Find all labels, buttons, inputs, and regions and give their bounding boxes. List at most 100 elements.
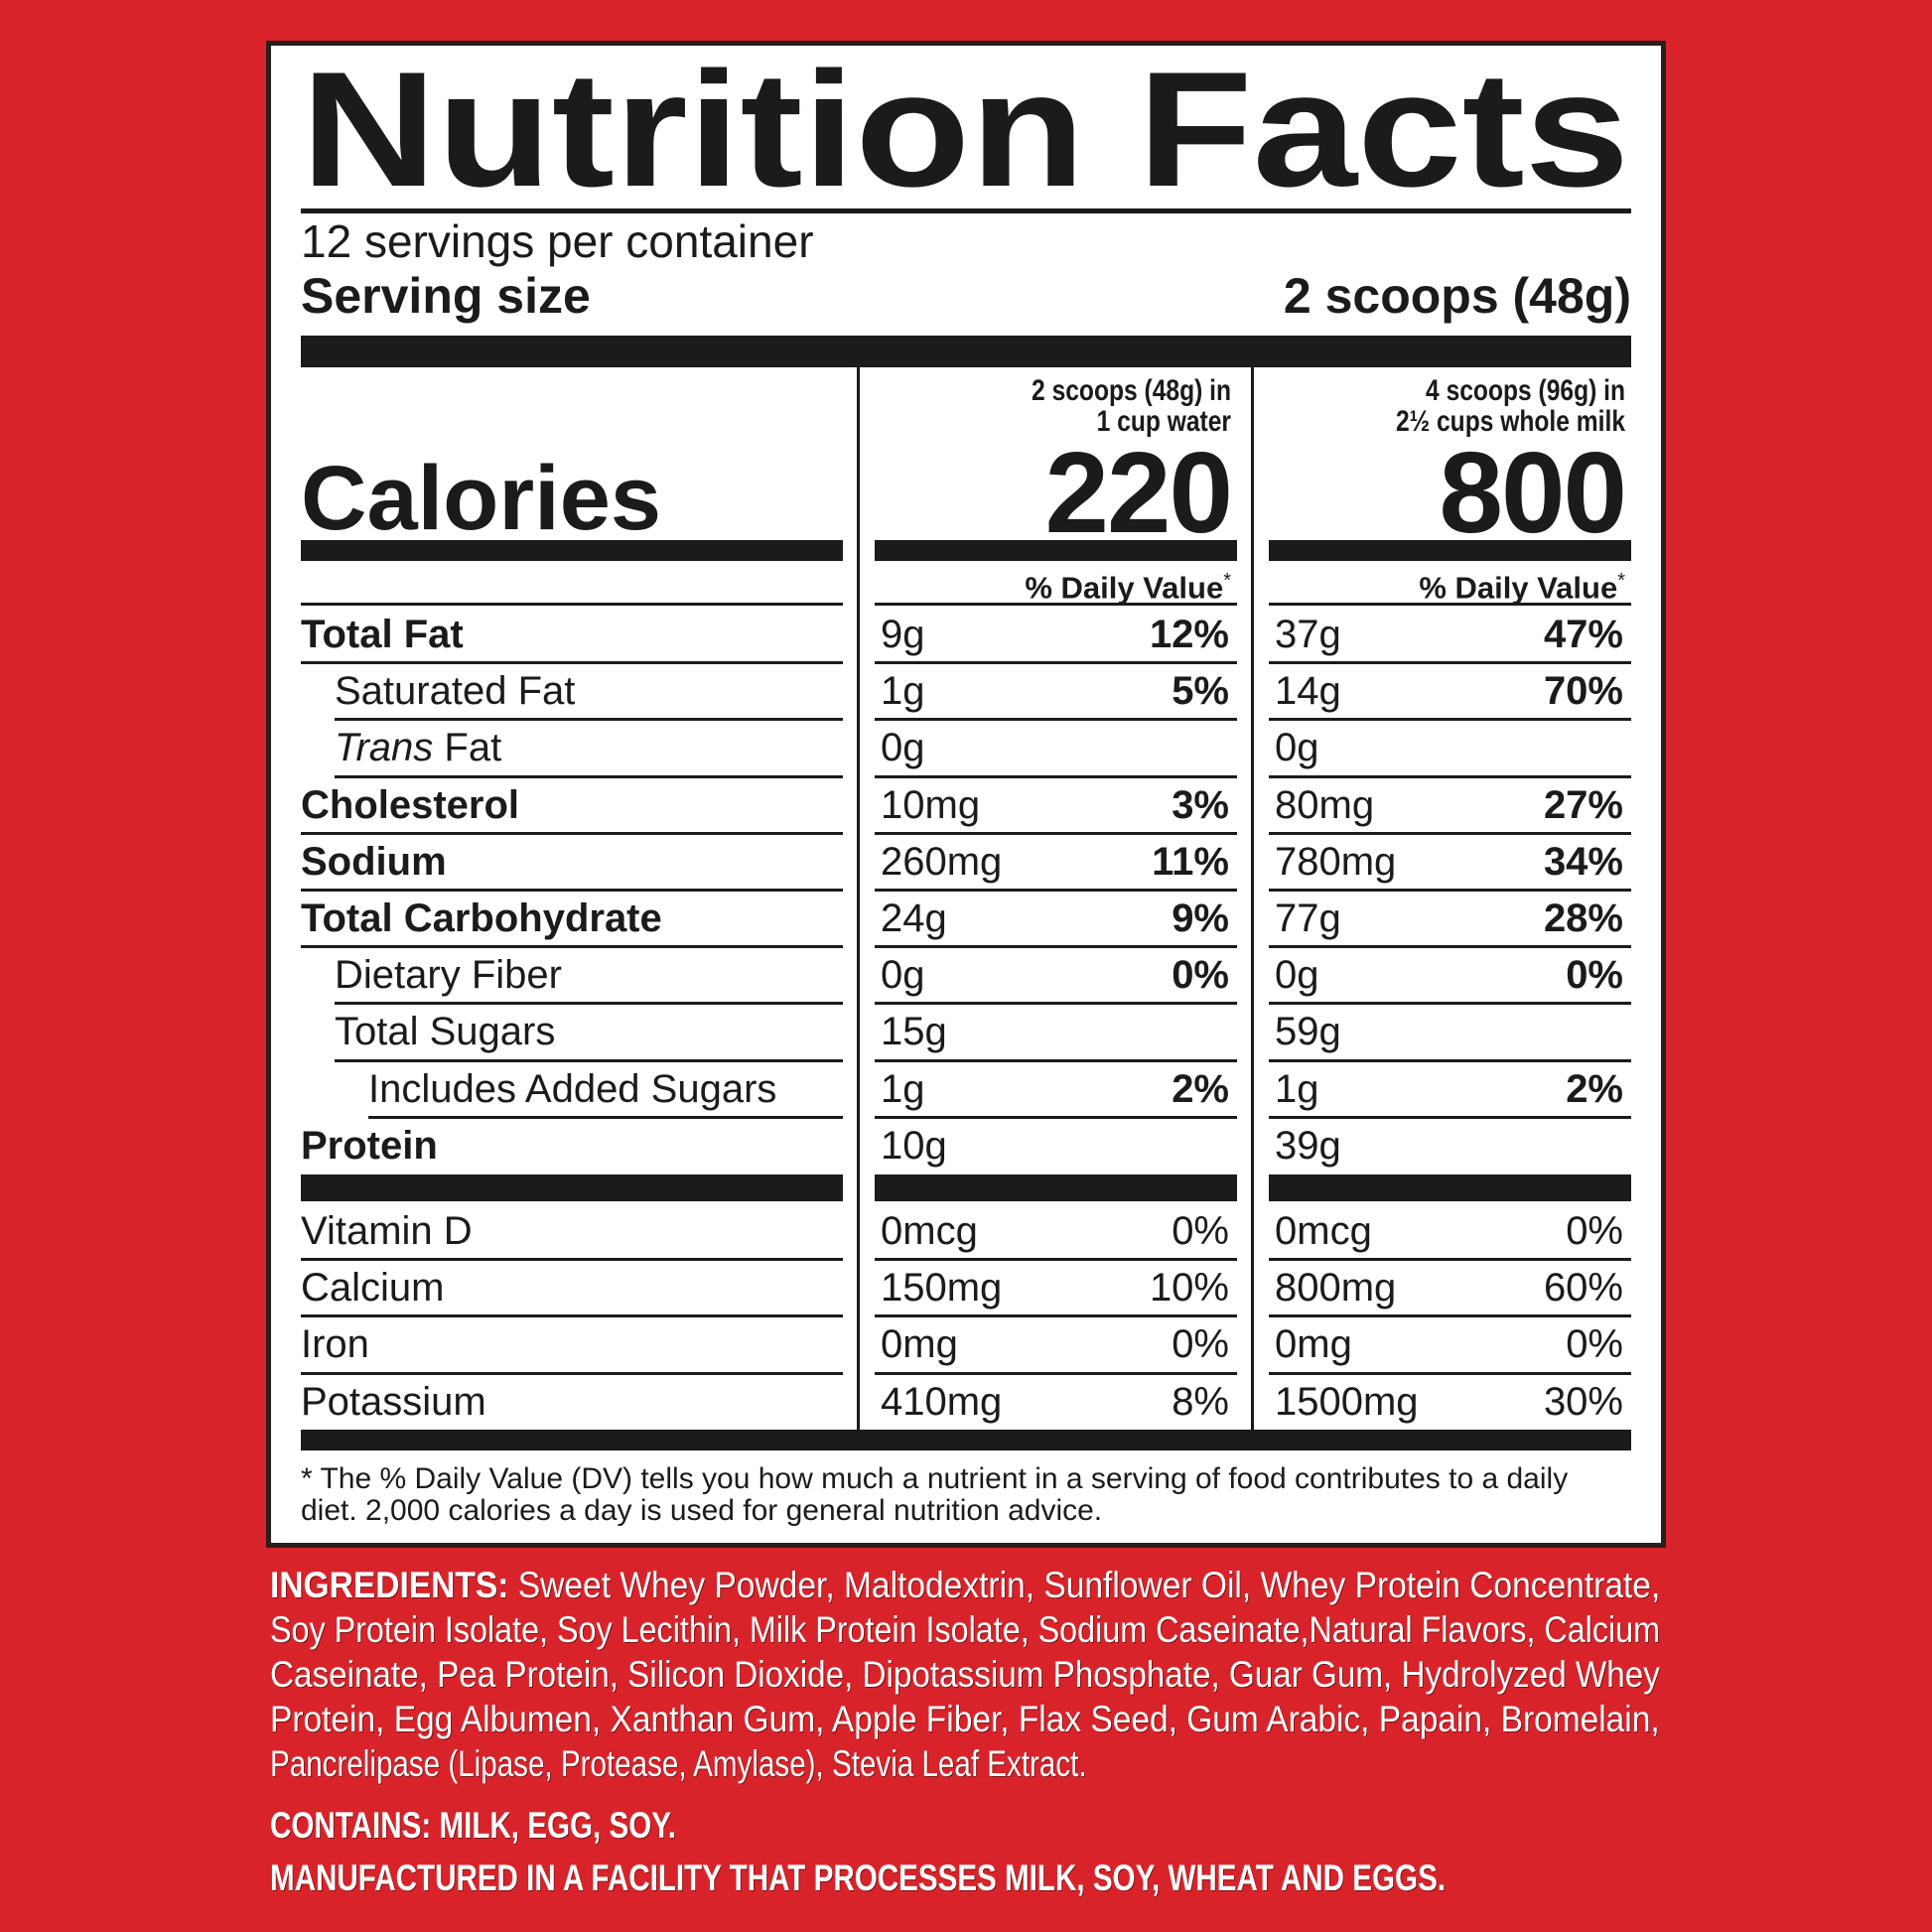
nutrient-label: Dietary Fiber: [335, 953, 562, 998]
nutrient-label: Total Sugars: [335, 1010, 556, 1054]
nutrient-daily-value: 2%: [1566, 1066, 1623, 1111]
row-rule: [301, 945, 843, 949]
nutrient-daily-value: 60%: [1543, 1266, 1623, 1311]
nutrient-amount: 410mg: [881, 1379, 1003, 1424]
nutrient-daily-value: 0%: [1566, 1209, 1623, 1253]
column-header-line: 2½ cups whole milk: [1395, 405, 1625, 438]
row-rule: [301, 1371, 843, 1375]
row-rule: [1269, 945, 1631, 949]
nutrient-daily-value: 3%: [1172, 782, 1229, 827]
nutrient-daily-value: 12%: [1149, 613, 1229, 656]
nutrient-daily-value: 0%: [1172, 1322, 1229, 1367]
column-header-line: 4 scoops (96g) in: [1426, 374, 1625, 407]
row-rule: [368, 1115, 843, 1119]
nutrient-amount: 800mg: [1275, 1266, 1397, 1311]
serving-thick-bar: [301, 336, 1631, 367]
row-rule: [875, 1002, 1237, 1006]
nutrient-amount: 14g: [1275, 669, 1341, 714]
nutrient-amount: 24g: [881, 897, 947, 940]
rule: [1269, 603, 1631, 606]
row-rule: [1269, 1115, 1631, 1119]
row-rule: [1269, 718, 1631, 722]
row-rule: [1269, 661, 1631, 665]
nutrient-amount: 39g: [1275, 1123, 1341, 1168]
row-rule: [335, 774, 843, 778]
rule: [875, 603, 1237, 606]
nutrient-amount: 0mg: [1275, 1322, 1352, 1367]
nutrient-label: Trans Fat: [335, 720, 501, 776]
row-rule: [335, 1058, 843, 1062]
calories-value: 220: [1044, 428, 1233, 557]
nutrient-amount: 80mg: [1275, 782, 1375, 827]
nutrient-label-italic: Trans: [335, 726, 434, 770]
row-rule: [301, 831, 843, 835]
nutrient-daily-value: 0%: [1566, 1322, 1623, 1367]
nutrient-label: Sodium: [301, 839, 447, 884]
protein-thick-bar: [875, 1174, 1237, 1201]
row-rule: [875, 1115, 1237, 1119]
row-rule: [301, 1258, 843, 1262]
nutrient-daily-value: 34%: [1543, 839, 1623, 884]
nutrient-label: Iron: [301, 1322, 369, 1367]
row-rule: [301, 661, 843, 665]
nutrient-label: Total Carbohydrate: [301, 897, 662, 940]
calories-label: Calories: [301, 448, 662, 549]
daily-value-header: % Daily Value*: [1269, 564, 1625, 605]
row-rule: [1269, 1371, 1631, 1375]
nutrient-amount: 260mg: [881, 839, 1003, 884]
nutrient-label: Cholesterol: [301, 782, 520, 827]
nutrient-daily-value: 10%: [1149, 1266, 1229, 1311]
nutrient-amount: 15g: [881, 1010, 947, 1054]
title-rule: [301, 208, 1631, 213]
row-rule: [301, 1314, 843, 1318]
daily-value-header: % Daily Value*: [875, 564, 1231, 605]
nutrient-amount: 1500mg: [1275, 1379, 1419, 1424]
asterisk: *: [1617, 570, 1625, 592]
nutrient-label: Protein: [301, 1123, 438, 1168]
ingredients-line: Protein, Egg Albumen, Xanthan Gum, Apple…: [270, 1698, 1660, 1741]
nutrient-label: Vitamin D: [301, 1209, 473, 1253]
nutrient-amount: 0g: [1275, 953, 1319, 998]
nutrient-daily-value: 70%: [1543, 669, 1623, 714]
nutrient-daily-value: 11%: [1152, 839, 1229, 884]
row-rule: [875, 774, 1237, 778]
calories-thick-bar: [301, 540, 843, 561]
nutrient-amount: 0mcg: [881, 1209, 978, 1253]
calories-thick-bar: [875, 540, 1237, 561]
nutrient-amount: 1g: [881, 669, 925, 714]
ingredients-line: Caseinate, Pea Protein, Silicon Dioxide,…: [270, 1653, 1660, 1697]
row-rule: [875, 1058, 1237, 1062]
row-rule: [1269, 1002, 1631, 1006]
row-rule: [1269, 774, 1631, 778]
row-rule: [875, 661, 1237, 665]
nutrient-daily-value: 30%: [1543, 1379, 1623, 1424]
serving-size-value: 2 scoops (48g): [1283, 268, 1631, 324]
protein-thick-bar: [301, 1174, 843, 1201]
column-divider: [857, 367, 860, 1431]
allergen-contains: CONTAINS: MILK, EGG, SOY.: [270, 1805, 676, 1846]
nutrition-facts-label: [266, 41, 1666, 1548]
ingredients-text: Protein, Egg Albumen, Xanthan Gum, Apple…: [270, 1699, 1660, 1739]
row-rule: [875, 945, 1237, 949]
nutrient-daily-value: 9%: [1172, 897, 1229, 940]
calories-value: 800: [1439, 428, 1627, 557]
nutrient-daily-value: 28%: [1543, 897, 1623, 940]
nutrient-daily-value: 8%: [1172, 1379, 1229, 1424]
nutrient-amount: 0g: [881, 953, 925, 998]
nutrient-daily-value: 27%: [1543, 782, 1623, 827]
nutrient-amount: 37g: [1275, 613, 1341, 656]
daily-value-header-text: % Daily Value: [1025, 570, 1224, 606]
ingredients-line: Pancrelipase (Lipase, Protease, Amylase)…: [270, 1742, 1087, 1786]
nutrient-amount: 150mg: [881, 1266, 1003, 1311]
vitamins-thick-bar: [301, 1430, 1631, 1450]
row-rule: [875, 831, 1237, 835]
nutrient-daily-value: 0%: [1172, 953, 1229, 998]
nutrient-daily-value: 47%: [1543, 613, 1623, 656]
nutrient-amount: 59g: [1275, 1010, 1341, 1054]
ingredients-text: Sweet Whey Powder, Maltodextrin, Sunflow…: [508, 1565, 1661, 1605]
footnote-line: * The % Daily Value (DV) tells you how m…: [301, 1462, 1569, 1495]
nutrient-label: Calcium: [301, 1266, 445, 1311]
column-header-line: 2 scoops (48g) in: [1032, 374, 1231, 407]
nutrient-label: Total Fat: [301, 613, 464, 656]
nutrient-amount: 1g: [1275, 1066, 1319, 1111]
